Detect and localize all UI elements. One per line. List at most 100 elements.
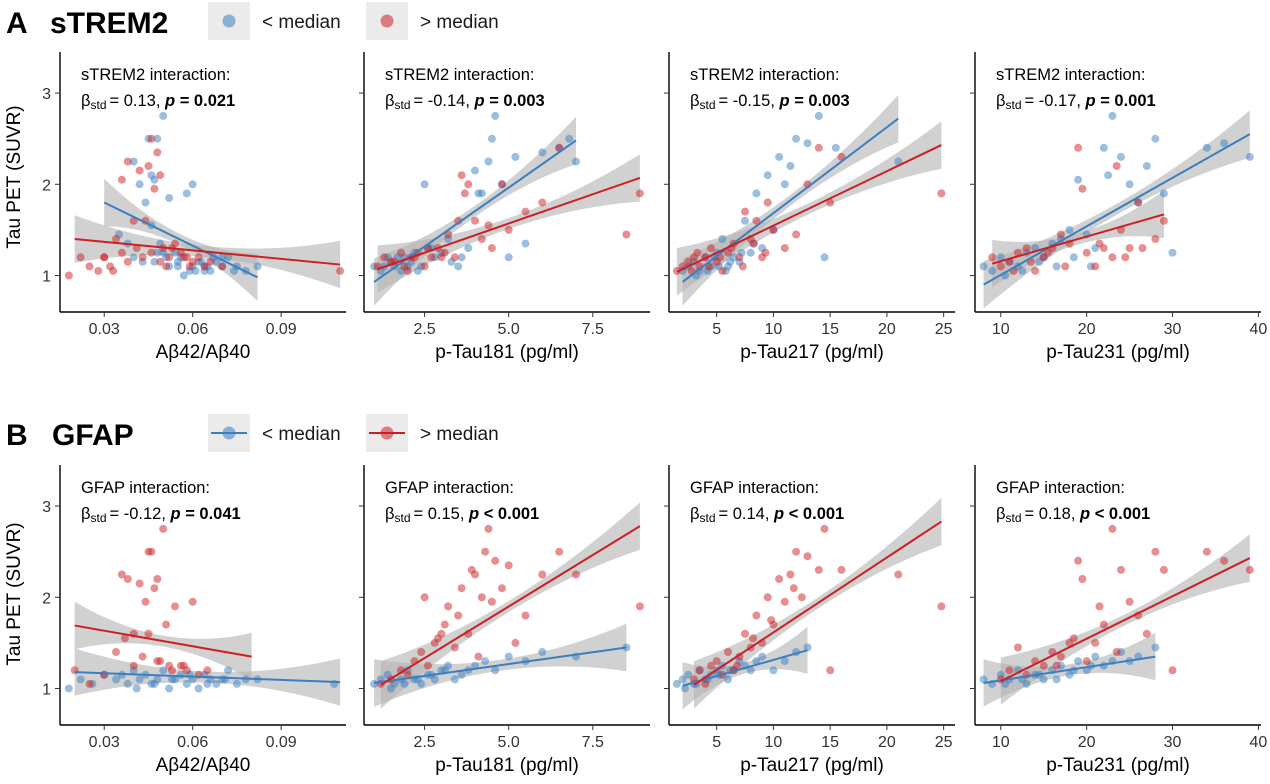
p-rest: = 0.003	[485, 92, 545, 110]
plot-area-b1	[64, 524, 341, 706]
data-point-above	[464, 180, 473, 189]
data-point-below	[1151, 643, 1160, 652]
data-point-below	[253, 262, 262, 271]
data-point-above	[780, 597, 789, 606]
data-point-below	[420, 180, 429, 189]
beta-subscript: std	[700, 98, 716, 112]
data-point-above	[1069, 634, 1078, 643]
data-point-above	[403, 670, 412, 679]
data-point-below	[538, 148, 547, 157]
data-point-above	[1056, 230, 1065, 239]
data-point-above	[76, 253, 85, 262]
data-point-above	[1074, 143, 1083, 152]
legend-a-key-below-point	[222, 14, 236, 28]
data-point-above	[1159, 216, 1168, 225]
beta-value: = -0.14,	[414, 92, 475, 110]
data-point-above	[1078, 184, 1087, 193]
fit-line-above	[693, 520, 942, 686]
data-point-below	[1052, 262, 1061, 271]
data-point-above	[200, 262, 209, 271]
data-point-above	[820, 524, 829, 533]
data-point-below	[786, 162, 795, 170]
data-point-above	[814, 565, 823, 574]
data-point-above	[144, 162, 153, 170]
data-point-above	[724, 648, 732, 656]
beta-symbol: β	[996, 505, 1006, 523]
x-tick-label: 20	[878, 734, 896, 751]
section-b-letter: B	[6, 419, 28, 452]
data-point-above	[749, 634, 757, 643]
fit-line-below	[74, 671, 341, 684]
data-point-above	[988, 253, 997, 262]
x-axis-title: p-Tau181 (pg/ml)	[435, 755, 579, 776]
data-point-above	[937, 189, 946, 198]
data-point-above	[403, 266, 412, 275]
fit-line-above	[74, 238, 341, 266]
data-point-above	[423, 661, 432, 670]
data-point-above	[94, 266, 103, 275]
x-tick-label: 0.06	[177, 321, 208, 338]
data-point-below	[996, 253, 1005, 262]
data-point-below	[1168, 248, 1177, 257]
data-point-above	[1095, 602, 1104, 611]
x-axis-title: p-Tau217 (pg/ml)	[740, 342, 884, 363]
beta-value: = 0.13,	[110, 92, 166, 110]
p-rest: = 0.001	[1096, 92, 1156, 110]
data-point-above	[538, 198, 547, 207]
beta-value: = -0.15,	[719, 92, 780, 110]
data-point-above	[165, 253, 174, 262]
data-point-above	[487, 244, 496, 253]
data-point-below	[150, 679, 159, 688]
data-point-below	[450, 675, 459, 684]
data-point-below	[1104, 171, 1113, 180]
data-point-above	[693, 248, 702, 257]
beta-subscript: std	[395, 511, 411, 525]
data-point-above	[1121, 253, 1130, 262]
data-point-above	[1082, 248, 1091, 257]
beta-symbol: β	[690, 92, 700, 110]
data-point-above	[763, 593, 772, 602]
data-point-above	[427, 253, 436, 262]
data-point-below	[386, 684, 395, 693]
x-tick-label: 10	[765, 321, 783, 338]
panel-a4: 10 20 30 40 p-Tau231 (pg/ml) sTREM2 interacti…	[970, 52, 1267, 363]
data-point-above	[138, 652, 147, 661]
data-point-above	[457, 171, 466, 180]
data-point-below	[230, 266, 238, 275]
data-point-above	[487, 597, 496, 606]
data-point-above	[1082, 657, 1091, 666]
data-point-above	[481, 547, 490, 556]
data-point-above	[417, 648, 426, 656]
data-point-above	[477, 235, 486, 243]
data-point-above	[450, 643, 459, 652]
data-point-above	[150, 584, 159, 593]
section-b-title: GFAP	[52, 419, 134, 452]
data-point-above	[153, 148, 162, 157]
x-tick-label: 20	[878, 321, 896, 338]
data-point-above	[397, 248, 405, 257]
data-point-above	[460, 189, 469, 198]
data-point-below	[165, 684, 174, 693]
data-point-below	[684, 670, 693, 679]
data-point-below	[413, 266, 422, 275]
data-point-above	[797, 593, 806, 602]
data-point-above	[491, 556, 500, 565]
data-point-above	[684, 257, 693, 266]
data-point-above	[85, 262, 94, 271]
data-point-above	[484, 221, 493, 230]
x-tick-label: 40	[1250, 734, 1268, 751]
data-point-below	[672, 679, 681, 688]
x-tick-label: 5	[712, 734, 721, 751]
y-tick-label: 1	[42, 682, 51, 699]
data-point-above	[135, 579, 144, 588]
x-tick-label: 25	[935, 321, 953, 338]
data-point-below	[1202, 143, 1211, 152]
data-point-below	[232, 679, 241, 688]
data-point-below	[76, 675, 85, 684]
data-point-below	[400, 679, 409, 688]
data-point-below	[188, 180, 197, 189]
data-point-above	[786, 570, 795, 579]
data-point-below	[988, 266, 997, 275]
data-point-above	[171, 602, 179, 611]
data-point-below	[179, 271, 188, 280]
